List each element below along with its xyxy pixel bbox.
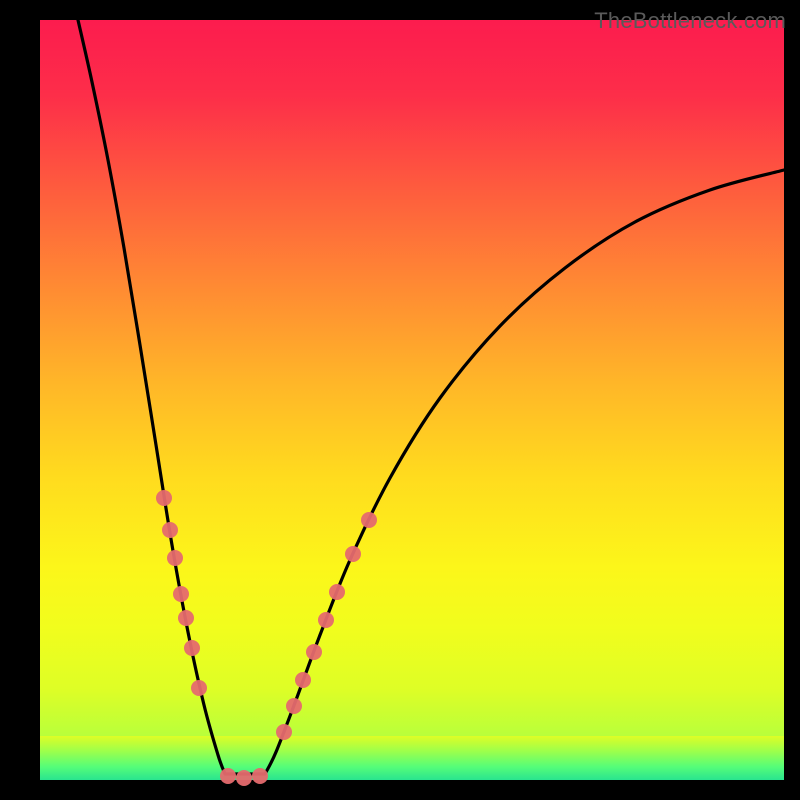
plot-gradient-background (40, 20, 784, 780)
chart-stage: TheBottleneck.com (0, 0, 800, 800)
plot-green-band (40, 736, 784, 780)
watermark-text: TheBottleneck.com (594, 8, 786, 34)
